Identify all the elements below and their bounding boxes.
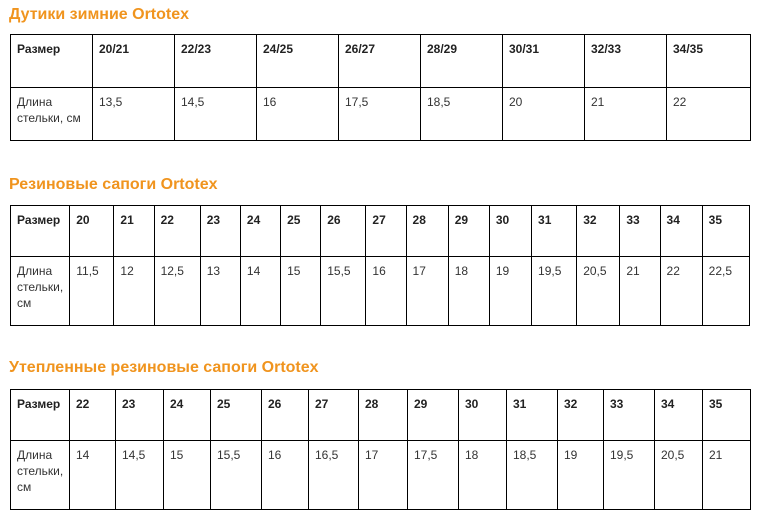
size-cell: 32/33 <box>584 34 667 88</box>
table-title: Дутики зимние Ortotex <box>9 6 190 23</box>
size-cell: 22 <box>153 205 201 257</box>
size-cell: 30/31 <box>502 34 585 88</box>
insole-length-cell: 13,5 <box>92 87 175 141</box>
size-cell: 27 <box>308 389 359 441</box>
insole-length-cell: 18,5 <box>420 87 503 141</box>
size-cell: 23 <box>199 205 241 257</box>
size-cell: 24 <box>163 389 211 441</box>
size-table-winter-boots: Размер 20/21 22/23 24/25 26/27 28/29 30/31 32/… <box>10 34 751 141</box>
size-cell: 20 <box>69 205 115 257</box>
size-cell: 23 <box>115 389 164 441</box>
size-cell: 22/23 <box>174 34 257 88</box>
insole-length-cell: 15 <box>280 256 322 326</box>
insole-length-cell: 19 <box>488 256 533 326</box>
row-label: Длина стельки, см <box>10 440 70 510</box>
size-table-insulated-rubber-boots: Размер 22 23 24 25 26 27 28 29 30 31 32 33 34 35 Длин… <box>10 389 751 510</box>
insole-length-cell: 15,5 <box>210 440 262 510</box>
insole-length-cell: 19,5 <box>603 440 655 510</box>
insole-length-cell: 16 <box>365 256 407 326</box>
size-cell: 28 <box>358 389 408 441</box>
insole-length-cell: 14 <box>69 440 116 510</box>
size-cell: 32 <box>557 389 604 441</box>
insole-length-cell: 16 <box>256 87 339 141</box>
size-cell: 26/27 <box>338 34 421 88</box>
insole-length-cell: 14 <box>239 256 282 326</box>
insole-length-cell: 17,5 <box>407 440 459 510</box>
insole-length-cell: 18 <box>447 256 490 326</box>
size-cell: 34/35 <box>666 34 751 88</box>
row-label: Длина стельки, см <box>9 256 71 326</box>
row-label: Длина стельки, см <box>10 87 93 141</box>
insole-length-cell: 20,5 <box>576 256 621 326</box>
size-cell: 28/29 <box>420 34 503 88</box>
size-cell: 25 <box>210 389 262 441</box>
insole-length-cell: 21 <box>702 440 751 510</box>
size-cell: 24/25 <box>256 34 339 88</box>
size-cell: 34 <box>654 389 703 441</box>
size-cell: 34 <box>659 205 703 257</box>
header-label: Размер <box>10 389 70 441</box>
insole-length-cell: 12,5 <box>153 256 201 326</box>
insole-length-cell: 11,5 <box>69 256 115 326</box>
size-cell: 35 <box>701 205 751 257</box>
insole-length-cell: 13 <box>199 256 241 326</box>
size-cell: 28 <box>405 205 449 257</box>
size-cell: 20/21 <box>92 34 175 88</box>
insole-length-cell: 19 <box>557 440 604 510</box>
insole-length-cell: 22 <box>666 87 751 141</box>
insole-length-cell: 12 <box>113 256 155 326</box>
size-cell: 25 <box>280 205 322 257</box>
insole-length-cell: 22,5 <box>701 256 751 326</box>
size-table-rubber-boots: Размер 20 21 22 23 24 25 26 27 28 29 30 31 32 33 34 35 … <box>9 205 751 326</box>
insole-length-cell: 21 <box>584 87 667 141</box>
size-cell: 30 <box>458 389 507 441</box>
insole-length-cell: 15,5 <box>320 256 367 326</box>
insole-length-cell: 14,5 <box>115 440 164 510</box>
insole-length-cell: 21 <box>619 256 661 326</box>
insole-length-cell: 20 <box>502 87 585 141</box>
insole-length-cell: 14,5 <box>174 87 257 141</box>
size-cell: 21 <box>113 205 155 257</box>
size-cell: 29 <box>447 205 490 257</box>
size-cell: 24 <box>239 205 282 257</box>
header-label: Размер <box>10 34 93 88</box>
size-cell: 31 <box>506 389 558 441</box>
insole-length-cell: 20,5 <box>654 440 703 510</box>
table-title: Резиновые сапоги Ortotex <box>9 176 218 193</box>
insole-length-cell: 16,5 <box>308 440 359 510</box>
insole-length-cell: 17 <box>358 440 408 510</box>
size-cell: 26 <box>261 389 309 441</box>
header-label: Размер <box>9 205 71 257</box>
size-cell: 33 <box>619 205 661 257</box>
insole-length-cell: 15 <box>163 440 211 510</box>
size-cell: 35 <box>702 389 751 441</box>
size-cell: 33 <box>603 389 655 441</box>
insole-length-cell: 17 <box>405 256 449 326</box>
insole-length-cell: 16 <box>261 440 309 510</box>
size-cell: 26 <box>320 205 367 257</box>
insole-length-cell: 19,5 <box>531 256 578 326</box>
size-cell: 31 <box>531 205 578 257</box>
insole-length-cell: 18,5 <box>506 440 558 510</box>
size-cell: 30 <box>488 205 533 257</box>
insole-length-cell: 18 <box>458 440 507 510</box>
size-cell: 29 <box>407 389 459 441</box>
size-cell: 27 <box>365 205 407 257</box>
table-title: Утепленные резиновые сапоги Ortotex <box>9 359 319 376</box>
size-cell: 22 <box>69 389 116 441</box>
insole-length-cell: 22 <box>659 256 703 326</box>
insole-length-cell: 17,5 <box>338 87 421 141</box>
size-cell: 32 <box>576 205 621 257</box>
